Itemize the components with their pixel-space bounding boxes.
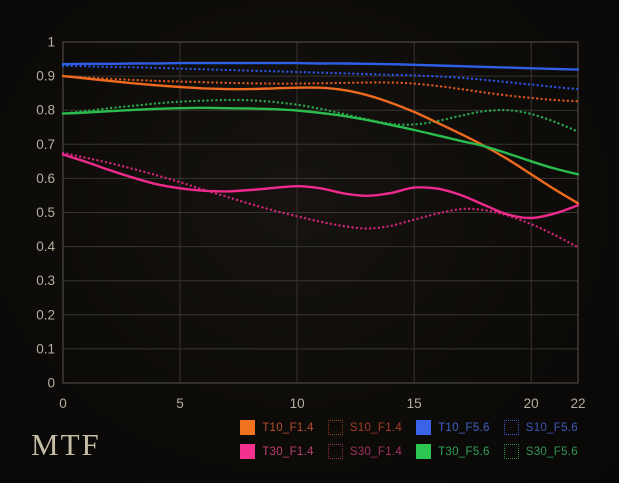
series-line-s10-f1-4 (61, 74, 580, 103)
legend-swatch-t10-f1-4 (240, 420, 256, 435)
chart-legend: T10_F1.4 T30_F1.4 S10_F1.4 S30_F1.4 T10_F5.6… (240, 420, 578, 459)
legend-swatch-s10-f5-6 (503, 420, 519, 435)
x-tick-label: 0 (59, 396, 67, 411)
series-line-t10-f1-4 (61, 74, 580, 205)
legend-item-t30-f5-6[interactable]: T30_F5.6 (416, 444, 490, 459)
y-tick-label: 0.6 (36, 171, 55, 186)
x-tick-label: 15 (407, 396, 422, 411)
legend-label: T10_F1.4 (262, 421, 314, 434)
x-tick-label: 20 (524, 396, 539, 411)
series-line-s10-f5-6 (61, 64, 580, 91)
legend-swatch-t30-f5-6 (416, 444, 432, 459)
legend-label: S30_F1.4 (349, 445, 403, 458)
plot-border (62, 41, 579, 384)
chart-title: MTF (31, 427, 101, 462)
legend-label: T30_F5.6 (438, 445, 490, 458)
y-tick-label: 0.1 (36, 341, 55, 356)
legend-item-s30-f5-6[interactable]: S30_F5.6 (503, 444, 578, 459)
y-tick-label: 0.3 (36, 273, 55, 288)
y-tick-label: 1 (47, 35, 55, 50)
legend-item-t30-f1-4[interactable]: T30_F1.4 (240, 444, 314, 459)
x-tick-label: 10 (290, 396, 305, 411)
legend-swatch-s30-f5-6 (503, 444, 519, 459)
legend-swatch-t10-f5-6 (416, 420, 432, 435)
legend-swatch-s30-f1-4 (327, 444, 343, 459)
y-tick-label: 0.8 (36, 103, 55, 118)
legend-label: T10_F5.6 (438, 421, 490, 434)
y-tick-label: 0.7 (36, 137, 55, 152)
y-tick-label: 0.2 (36, 307, 55, 322)
y-tick-label: 0.4 (36, 239, 55, 254)
legend-label: T30_F1.4 (262, 445, 314, 458)
series-line-s30-f5-6 (61, 98, 580, 133)
y-tick-label: 0 (47, 376, 55, 391)
legend-item-t10-f5-6[interactable]: T10_F5.6 (416, 420, 490, 435)
y-tick-label: 0.5 (36, 205, 55, 220)
series-line-t30-f5-6 (61, 106, 580, 176)
legend-item-s10-f5-6[interactable]: S10_F5.6 (503, 420, 578, 435)
x-tick-label: 22 (570, 396, 585, 411)
legend-swatch-t30-f1-4 (240, 444, 256, 459)
legend-item-t10-f1-4[interactable]: T10_F1.4 (240, 420, 314, 435)
series-line-s30-f1-4 (61, 151, 580, 249)
x-tick-label: 5 (176, 396, 184, 411)
legend-swatch-s10-f1-4 (327, 420, 343, 435)
y-tick-label: 0.9 (36, 69, 55, 84)
legend-label: S30_F5.6 (525, 445, 578, 458)
series-line-t10-f5-6 (61, 61, 580, 71)
series-line-t30-f1-4 (61, 153, 580, 220)
legend-label: S10_F5.6 (525, 421, 578, 434)
legend-label: S10_F1.4 (349, 421, 403, 434)
legend-item-s30-f1-4[interactable]: S30_F1.4 (327, 444, 403, 459)
legend-item-s10-f1-4[interactable]: S10_F1.4 (327, 420, 403, 435)
